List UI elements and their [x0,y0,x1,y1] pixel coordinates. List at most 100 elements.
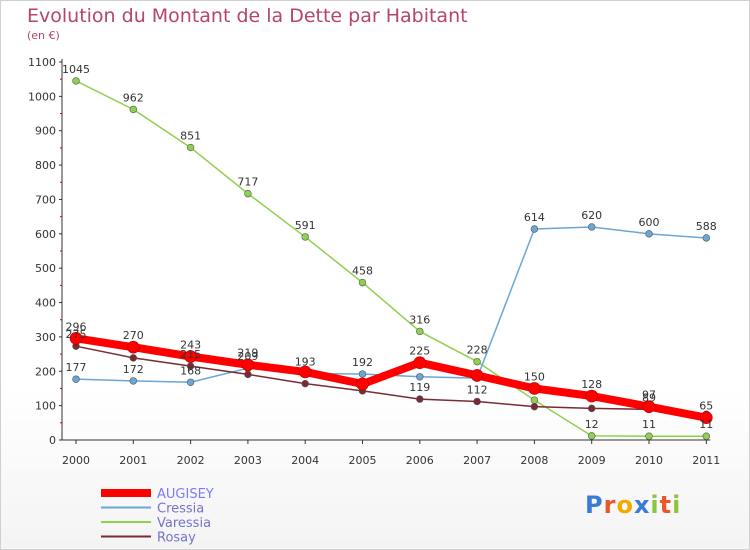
varessia-point [244,189,252,198]
x-tick-label: 2004 [291,454,319,467]
rosay-legend-label: Rosay [157,531,196,546]
x-tick-label: 2008 [520,454,548,467]
cressia-series-line [75,226,707,384]
varessia-point [645,432,653,440]
varessia-data-label: 458 [352,265,373,278]
rosay-data-label: 275 [66,328,87,341]
x-tick-label: 2005 [349,454,377,467]
varessia-legend-label: Varessia [157,516,211,531]
x-tick-label: 2011 [692,454,720,467]
chart-subtitle: (en €) [27,29,60,42]
augisey-point [69,331,83,345]
logo-letter: o [616,491,634,519]
cressia-data-label: 620 [581,209,602,222]
augisey-data-label: 65 [699,400,713,413]
logo-letter: r [603,491,617,519]
rosay-data-label: 119 [409,381,430,394]
cressia-point [702,234,710,242]
rosay-series-line [75,345,707,415]
augisey-point [699,411,713,424]
cressia-data-label: 614 [524,211,545,224]
varessia-data-label: 851 [180,130,201,143]
varessia-data-label: 228 [467,344,488,357]
cressia-data-label: 193 [295,356,316,369]
varessia-data-label: 717 [237,176,258,189]
rosay-point [473,397,481,406]
x-tick-label: 2010 [635,454,663,467]
y-tick-label: 700 [35,193,56,206]
cressia-point [645,230,653,238]
varessia-point [301,233,309,241]
y-tick-label: 800 [35,159,56,172]
augisey-point [356,377,369,391]
augisey-point [470,369,484,382]
augisey-point [528,382,541,395]
rosay-data-label: 215 [180,348,201,361]
labels-layer: 1045 962 851 717 591 458 316 228 12 11 11 177 172 168… [62,63,717,431]
augisey-point [585,389,599,403]
varessia-point [416,327,424,336]
logo-letter: i [672,491,682,519]
augisey-data-label: 243 [180,338,201,351]
varessia-data-label: 962 [123,91,144,104]
x-tick-label: 2007 [463,454,491,467]
y-tick-label: 1100 [28,56,56,69]
varessia-point [702,432,710,440]
cressia-point [358,370,367,378]
y-tick-label: 200 [35,365,56,378]
augisey-point [241,358,255,372]
varessia-point [186,143,195,152]
rosay-data-label: 112 [467,384,488,397]
cressia-data-label: 177 [66,361,87,374]
augisey-data-label: 97 [642,389,656,402]
cressia-point [587,223,596,231]
varessia-series-line [75,80,707,437]
cressia-data-label: 588 [696,220,717,233]
logo-letter: P [585,491,604,519]
cressia-point [129,377,138,385]
varessia-data-label: 12 [585,418,599,431]
x-tick-label: 2009 [578,454,606,467]
y-tick-label: 900 [35,125,56,138]
varessia-point [358,278,367,287]
rosay-point [244,370,252,379]
augisey-point [127,340,140,354]
y-tick-label: 1000 [28,90,56,103]
varessia-data-label: 11 [642,418,656,431]
augisey-point [298,365,312,379]
y-tick-label: 400 [35,297,56,310]
augisey-data-label: 150 [524,370,545,383]
cressia-point [416,373,424,381]
varessia-data-label: 11 [699,418,713,431]
x-tick-label: 2003 [234,454,262,467]
augisey-data-label: 225 [409,345,430,358]
y-tick-label: 0 [49,434,56,447]
cressia-legend-label: Cressia [157,502,204,517]
proxiti-logo: Proxiti [585,491,681,519]
augisey-legend-label: AUGISEY [157,487,214,502]
chart-title: Evolution du Montant de la Dette par Hab… [27,5,468,27]
logo-letter: t [659,491,673,519]
y-tick-label: 600 [35,228,56,241]
augisey-data-label: 219 [237,347,258,360]
cressia-data-label: 168 [180,364,201,377]
varessia-point [530,396,539,404]
augisey-data-label: 296 [66,320,87,333]
series-layer [69,77,713,440]
augisey-point [184,350,197,363]
cressia-data-label: 192 [352,356,373,369]
x-tick-label: 2000 [62,454,90,467]
rosay-point [129,354,138,362]
cressia-data-label: 172 [123,363,144,376]
varessia-data-label: 1045 [62,63,90,76]
varessia-point [129,105,138,114]
cressia-point [530,225,539,233]
augisey-point [413,356,427,369]
rosay-data-label: 89 [642,391,656,404]
x-tick-label: 2006 [406,454,434,467]
cressia-data-label: 209 [237,350,258,363]
augisey-point [642,400,656,413]
rosay-point [301,379,309,388]
